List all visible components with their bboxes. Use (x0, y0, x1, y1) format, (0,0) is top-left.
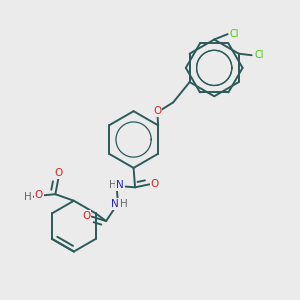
Text: H: H (109, 180, 117, 190)
Text: H: H (119, 199, 127, 209)
Text: N: N (111, 199, 118, 209)
Text: O: O (153, 106, 161, 116)
Text: Cl: Cl (230, 29, 239, 39)
Text: O: O (55, 168, 63, 178)
Text: N: N (116, 180, 124, 190)
Text: O: O (82, 211, 91, 221)
Text: Cl: Cl (255, 50, 264, 60)
Text: O: O (151, 179, 159, 189)
Text: H: H (24, 192, 32, 202)
Text: O: O (35, 190, 43, 200)
